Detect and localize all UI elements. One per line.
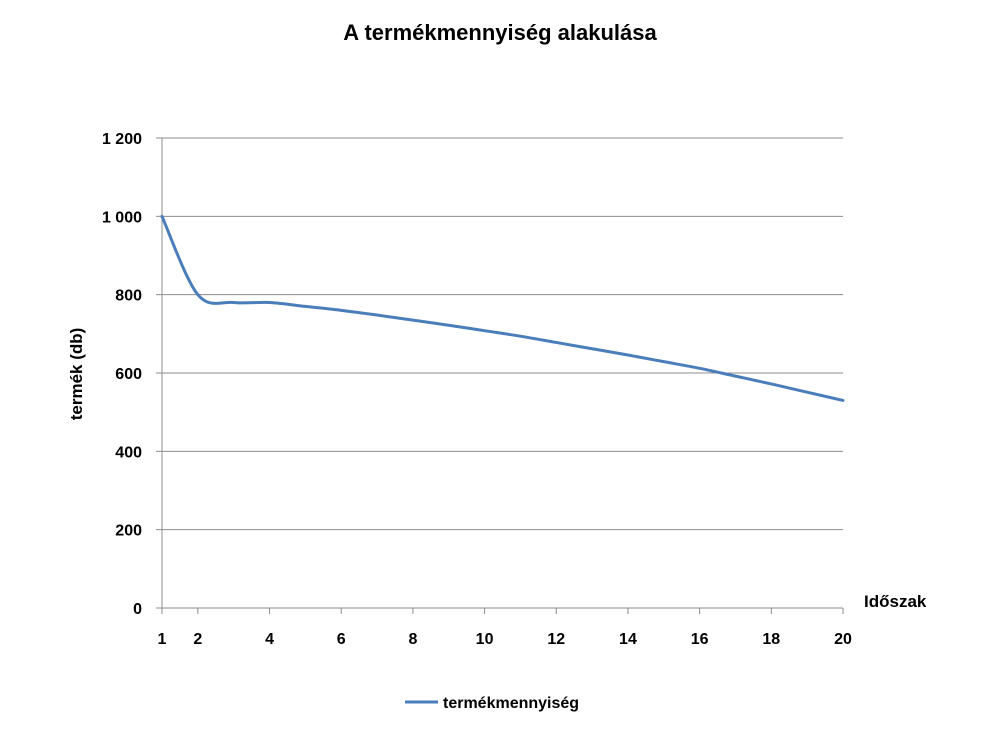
- series-lines: [160, 214, 845, 402]
- legend-label: termékmennyiség: [443, 695, 579, 712]
- x-tick-label: 10: [476, 631, 494, 648]
- x-tick-label: 4: [265, 631, 274, 648]
- y-axis-label: termék (db): [67, 328, 86, 421]
- y-tick-label: 600: [115, 366, 142, 383]
- x-tick-label: 16: [691, 631, 709, 648]
- series-line-termékmennyiség: [160, 214, 845, 402]
- x-tick-label: 14: [619, 631, 637, 648]
- chart-title: A termékmennyiség alakulása: [343, 20, 657, 45]
- y-tick-labels: 0 200 400 600 800 1 000 1 200: [102, 131, 142, 618]
- y-tick-label: 0: [133, 601, 142, 618]
- x-tick-label: 1: [158, 631, 167, 648]
- y-tick-label: 400: [115, 444, 142, 461]
- x-tick-label: 20: [834, 631, 852, 648]
- y-tick-label: 1 200: [102, 131, 142, 148]
- gridlines: [156, 137, 844, 614]
- x-tick-label: 12: [547, 631, 565, 648]
- legend: termékmennyiség: [405, 695, 579, 712]
- x-tick-label: 6: [337, 631, 346, 648]
- x-tick-label: 8: [408, 631, 417, 648]
- y-tick-label: 800: [115, 288, 142, 305]
- x-tick-label: 2: [193, 631, 202, 648]
- x-axis-label: Időszak: [864, 592, 927, 611]
- x-tick-labels: 1 2 4 6 8 10 12 14 16 18 20: [158, 631, 852, 648]
- y-tick-label: 1 000: [102, 209, 142, 226]
- y-tick-label: 200: [115, 523, 142, 540]
- x-tick-label: 18: [762, 631, 780, 648]
